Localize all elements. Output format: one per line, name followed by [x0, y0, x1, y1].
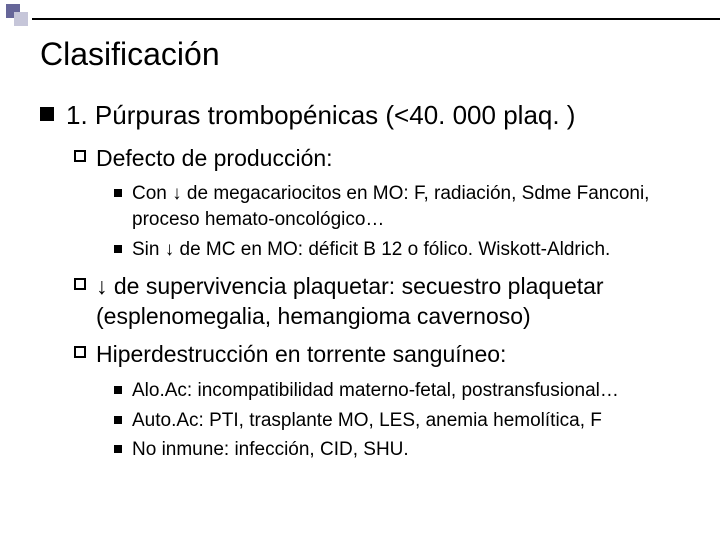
small-square-bullet	[114, 416, 122, 424]
level3-item: Alo.Ac: incompatibilidad materno-fetal, …	[114, 378, 696, 404]
hollow-square-bullet	[74, 346, 86, 358]
slide-content: Clasificación 1. Púrpuras trombopénicas …	[40, 36, 696, 473]
level2-container: Defecto de producción: Con ↓ de megacari…	[74, 144, 696, 463]
level2-item: Defecto de producción:	[74, 144, 696, 174]
small-square-bullet	[114, 245, 122, 253]
slide-title: Clasificación	[40, 36, 696, 73]
level1-item: 1. Púrpuras trombopénicas (<40. 000 plaq…	[40, 99, 696, 132]
level3-item: Auto.Ac: PTI, trasplante MO, LES, anemia…	[114, 408, 696, 434]
level3-item: Sin ↓ de MC en MO: déficit B 12 o fólico…	[114, 237, 696, 263]
level3-text: Auto.Ac: PTI, trasplante MO, LES, anemia…	[132, 408, 602, 434]
level3-text: Sin ↓ de MC en MO: déficit B 12 o fólico…	[132, 237, 610, 263]
hollow-square-bullet	[74, 278, 86, 290]
small-square-bullet	[114, 445, 122, 453]
slide-decoration	[0, 0, 720, 26]
level3-text: No inmune: infección, CID, SHU.	[132, 437, 409, 463]
level3-text: Alo.Ac: incompatibilidad materno-fetal, …	[132, 378, 619, 404]
level2-item: Hiperdestrucción en torrente sanguíneo:	[74, 340, 696, 370]
level2-item: ↓ de supervivencia plaquetar: secuestro …	[74, 272, 696, 332]
filled-square-bullet	[40, 107, 54, 121]
small-square-bullet	[114, 189, 122, 197]
level2-text: ↓ de supervivencia plaquetar: secuestro …	[96, 272, 696, 332]
level3-text: Con ↓ de megacariocitos en MO: F, radiac…	[132, 181, 696, 232]
level3-container: Con ↓ de megacariocitos en MO: F, radiac…	[114, 181, 696, 262]
level3-container: Alo.Ac: incompatibilidad materno-fetal, …	[114, 378, 696, 463]
level2-text: Hiperdestrucción en torrente sanguíneo:	[96, 340, 506, 370]
level3-item: No inmune: infección, CID, SHU.	[114, 437, 696, 463]
hollow-square-bullet	[74, 150, 86, 162]
level2-text: Defecto de producción:	[96, 144, 333, 174]
level1-text: 1. Púrpuras trombopénicas (<40. 000 plaq…	[66, 99, 575, 132]
horizontal-rule	[32, 18, 720, 20]
level3-item: Con ↓ de megacariocitos en MO: F, radiac…	[114, 181, 696, 232]
small-square-bullet	[114, 386, 122, 394]
accent-square-light	[14, 12, 28, 26]
